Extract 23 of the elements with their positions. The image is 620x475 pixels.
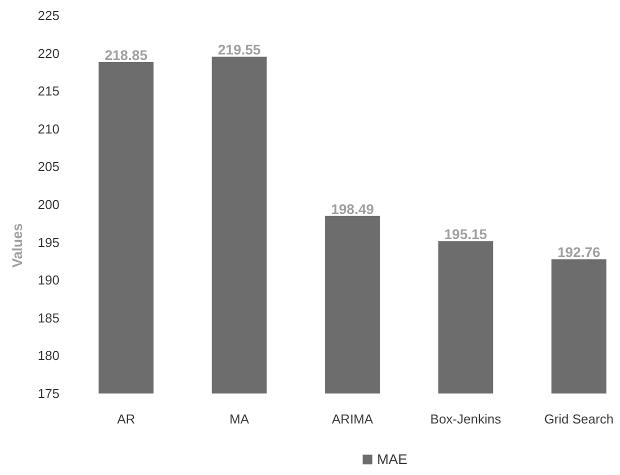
y-tick-label: 190 xyxy=(38,272,60,288)
y-axis-title: Values xyxy=(8,223,25,268)
y-tick-label: 180 xyxy=(38,348,60,364)
x-tick-label: Grid Search xyxy=(544,412,614,426)
y-tick-label: 210 xyxy=(38,121,60,136)
data-label: 219.55 xyxy=(218,42,261,58)
data-label: 192.76 xyxy=(557,244,601,260)
x-tick-label: Box-Jenkins xyxy=(430,412,502,426)
data-label: 198.49 xyxy=(331,200,374,217)
data-label: 218.85 xyxy=(104,46,148,63)
x-tick-label: MA xyxy=(230,412,250,426)
y-tick-label: 200 xyxy=(38,197,60,212)
y-tick-label: 220 xyxy=(38,46,60,61)
y-tick-label: 225 xyxy=(38,8,60,23)
y-tick-label: 205 xyxy=(38,159,60,174)
x-tick-label: ARIMA xyxy=(332,412,374,426)
y-tick-label: 215 xyxy=(38,84,60,99)
legend-label: MAE xyxy=(377,451,408,467)
y-tick-label: 175 xyxy=(38,386,60,401)
data-label: 195.15 xyxy=(444,226,488,242)
y-tick-label: 195 xyxy=(38,234,60,250)
x-tick-label: AR xyxy=(117,412,136,426)
y-tick-label: 185 xyxy=(38,310,60,326)
